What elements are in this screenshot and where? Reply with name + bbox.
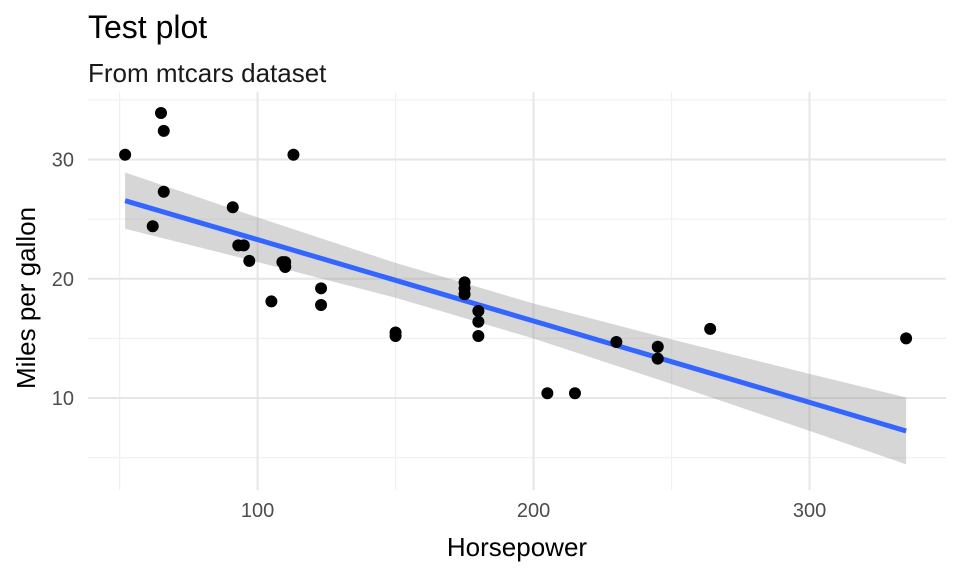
scatter-point [568,387,581,400]
x-axis-tick-labels: 100 200 300 [241,500,826,522]
y-axis-tick-labels: 10 20 30 [52,150,74,411]
chart-title: Test plot [88,9,207,45]
scatter-point [541,387,554,400]
regression-line [124,198,907,434]
scatter-point [287,148,300,161]
scatter-point [226,201,239,214]
x-tick-label: 200 [517,500,550,522]
scatter-point [472,330,485,343]
scatter-point [119,148,132,161]
scatter-point [472,315,485,328]
scatter-point [651,340,664,353]
regression-line-layer [124,198,907,434]
scatter-point [900,332,913,345]
confidence-ribbon-layer [125,172,907,465]
minor-gridlines [88,92,946,490]
y-tick-label: 20 [52,269,74,291]
scatter-point [610,335,623,348]
x-axis-title: Horsepower [447,532,588,562]
confidence-band [125,172,907,465]
major-gridlines [88,92,946,490]
scatter-point [472,304,485,317]
scatter-point [458,276,471,289]
scatter-point [237,239,250,252]
scatter-point [146,220,159,233]
scatter-point [704,322,717,335]
scatter-point [243,254,256,267]
scatter-point [154,106,167,119]
y-tick-label: 30 [52,150,74,172]
scatter-points [119,106,913,400]
scatter-point [651,352,664,365]
scatter-point [157,124,170,137]
x-tick-label: 300 [793,500,826,522]
y-axis-title: Miles per gallon [11,207,41,389]
scatter-point [389,330,402,343]
scatter-point [157,185,170,198]
y-tick-label: 10 [52,388,74,410]
scatter-point [315,282,328,295]
scatter-point [276,256,289,269]
scatter-point [315,299,328,312]
scatter-point [265,295,278,308]
x-tick-label: 100 [241,500,274,522]
chart-subtitle: From mtcars dataset [88,58,327,88]
